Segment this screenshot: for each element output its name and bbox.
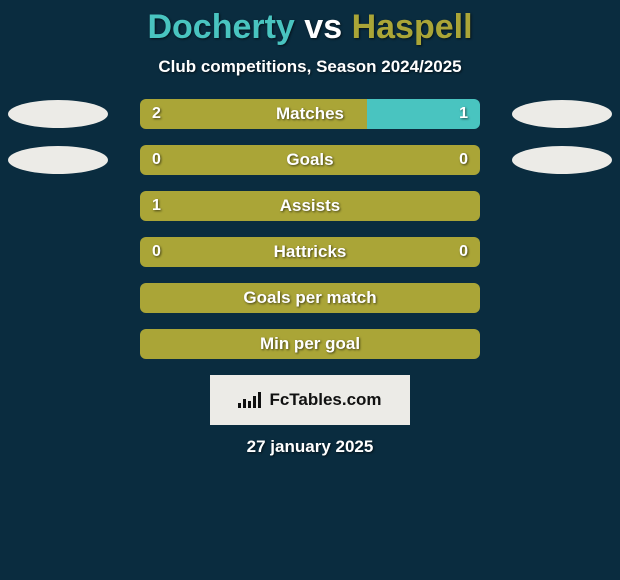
stat-label: Goals	[140, 145, 480, 175]
stat-label: Goals per match	[140, 283, 480, 313]
date-text: 27 january 2025	[0, 437, 620, 457]
title-player-left: Docherty	[147, 8, 294, 46]
fctables-logo: FcTables.com	[210, 375, 410, 425]
player-oval-left	[8, 100, 108, 128]
page-title: Docherty vs Haspell	[0, 8, 620, 47]
subtitle: Club competitions, Season 2024/2025	[0, 57, 620, 77]
logo-text: FcTables.com	[269, 390, 381, 410]
logo-icon	[238, 392, 263, 408]
stat-row: Min per goal	[0, 329, 620, 359]
stat-row: 21Matches	[0, 99, 620, 129]
stat-label: Matches	[140, 99, 480, 129]
stat-label: Hattricks	[140, 237, 480, 267]
player-oval-right	[512, 100, 612, 128]
stat-label: Assists	[140, 191, 480, 221]
stat-row: Goals per match	[0, 283, 620, 313]
title-player-right: Haspell	[352, 8, 473, 46]
stat-row: 1Assists	[0, 191, 620, 221]
player-oval-right	[512, 146, 612, 174]
stat-row: 00Hattricks	[0, 237, 620, 267]
player-oval-left	[8, 146, 108, 174]
stat-label: Min per goal	[140, 329, 480, 359]
title-vs: vs	[304, 8, 342, 46]
stat-rows: 21Matches 00Goals 1Assists 00Hattricks Goals…	[0, 99, 620, 359]
comparison-infographic: Docherty vs Haspell Club competitions, S…	[0, 0, 620, 580]
stat-row: 00Goals	[0, 145, 620, 175]
